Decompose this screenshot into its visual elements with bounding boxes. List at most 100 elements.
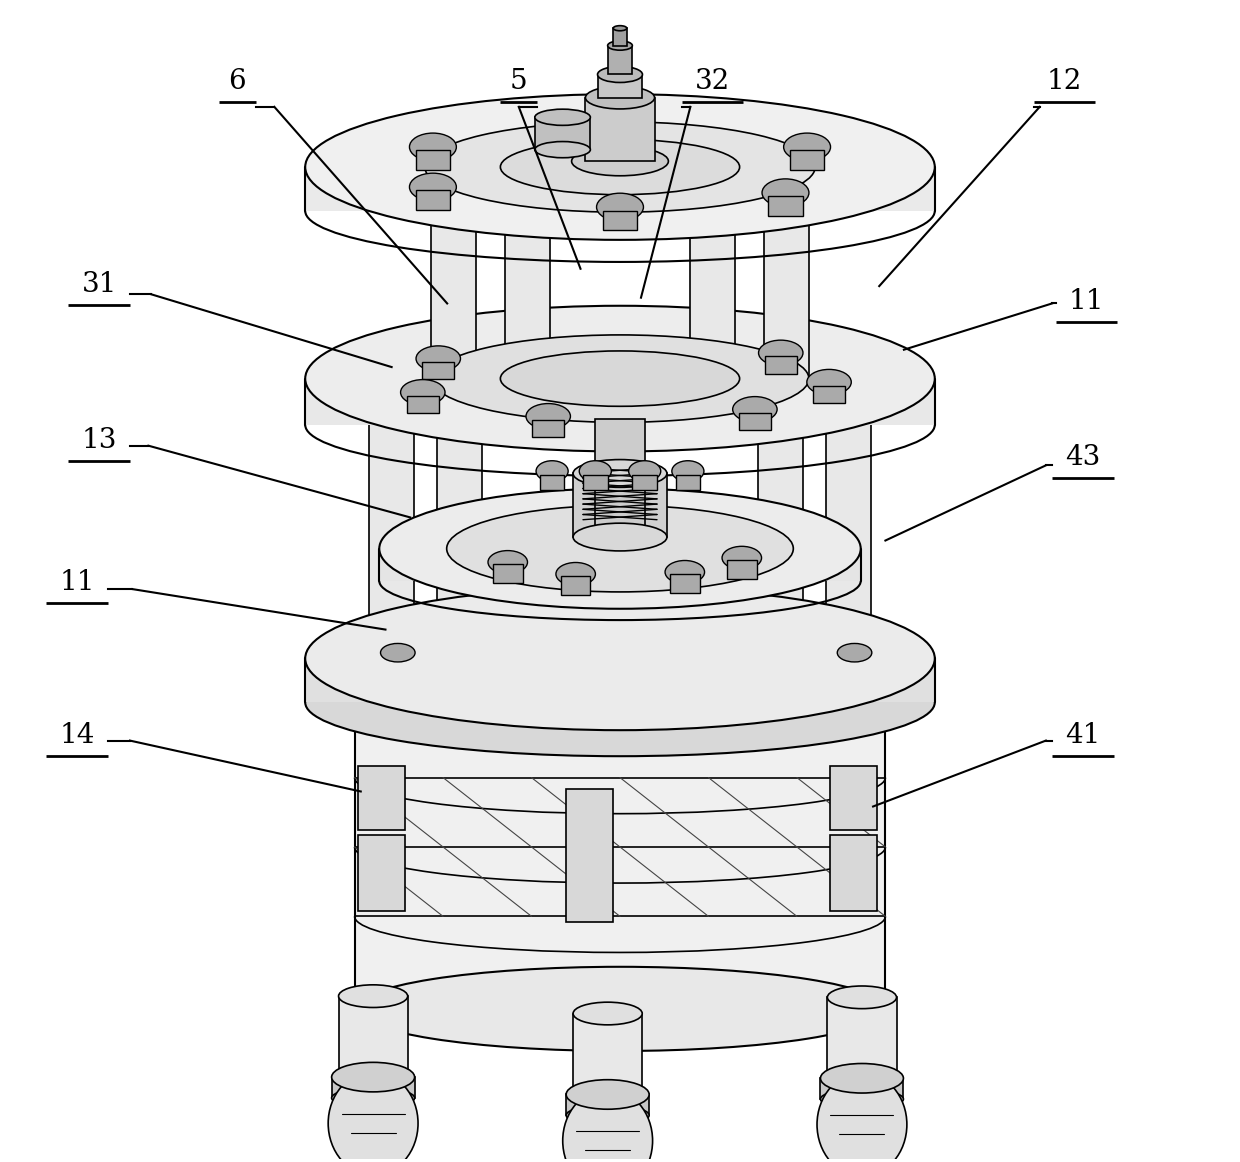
FancyBboxPatch shape: [632, 474, 657, 489]
FancyBboxPatch shape: [532, 419, 564, 437]
Ellipse shape: [379, 488, 861, 609]
Ellipse shape: [417, 346, 460, 372]
Ellipse shape: [821, 1063, 904, 1093]
Ellipse shape: [305, 648, 935, 756]
Ellipse shape: [432, 335, 808, 422]
FancyBboxPatch shape: [813, 386, 846, 403]
FancyBboxPatch shape: [769, 196, 802, 216]
Ellipse shape: [438, 413, 482, 426]
Ellipse shape: [598, 66, 642, 83]
Polygon shape: [305, 167, 935, 211]
Polygon shape: [339, 996, 408, 1083]
FancyBboxPatch shape: [790, 150, 825, 170]
Polygon shape: [758, 419, 802, 653]
Text: 12: 12: [1047, 69, 1083, 95]
Ellipse shape: [827, 987, 897, 1009]
Ellipse shape: [572, 146, 668, 175]
Ellipse shape: [489, 551, 527, 574]
Text: 11: 11: [60, 569, 94, 596]
Ellipse shape: [534, 142, 590, 158]
FancyBboxPatch shape: [670, 574, 699, 593]
FancyBboxPatch shape: [727, 560, 756, 579]
Polygon shape: [355, 697, 885, 1009]
Ellipse shape: [722, 546, 761, 569]
FancyBboxPatch shape: [422, 363, 454, 380]
Ellipse shape: [339, 985, 408, 1007]
Ellipse shape: [817, 1073, 906, 1162]
FancyBboxPatch shape: [415, 191, 450, 210]
FancyBboxPatch shape: [603, 210, 637, 230]
Ellipse shape: [331, 1062, 414, 1092]
FancyBboxPatch shape: [494, 565, 522, 583]
Polygon shape: [764, 200, 808, 375]
Polygon shape: [573, 1013, 642, 1100]
Polygon shape: [585, 98, 655, 162]
Ellipse shape: [567, 1105, 649, 1126]
Ellipse shape: [733, 396, 777, 422]
Text: 32: 32: [694, 69, 730, 95]
Ellipse shape: [432, 192, 476, 208]
FancyBboxPatch shape: [358, 766, 405, 830]
Ellipse shape: [526, 403, 570, 429]
Text: 13: 13: [82, 426, 117, 454]
Text: 6: 6: [228, 69, 246, 95]
Polygon shape: [534, 117, 590, 150]
Text: 14: 14: [60, 722, 94, 748]
Polygon shape: [305, 379, 935, 425]
Ellipse shape: [573, 523, 667, 551]
Ellipse shape: [409, 134, 456, 160]
FancyBboxPatch shape: [565, 789, 613, 923]
FancyBboxPatch shape: [676, 474, 701, 489]
Ellipse shape: [534, 109, 590, 125]
FancyBboxPatch shape: [539, 474, 564, 489]
Ellipse shape: [536, 460, 568, 481]
Polygon shape: [305, 659, 935, 702]
FancyBboxPatch shape: [358, 835, 405, 911]
Ellipse shape: [305, 94, 935, 239]
Ellipse shape: [837, 644, 872, 662]
Ellipse shape: [331, 1088, 414, 1109]
Ellipse shape: [573, 1002, 642, 1025]
Text: 5: 5: [510, 69, 527, 95]
Ellipse shape: [826, 413, 870, 426]
FancyBboxPatch shape: [830, 835, 877, 911]
Ellipse shape: [691, 192, 735, 208]
FancyBboxPatch shape: [407, 396, 439, 414]
Ellipse shape: [305, 306, 935, 452]
FancyBboxPatch shape: [567, 1095, 649, 1116]
Ellipse shape: [370, 413, 414, 426]
Polygon shape: [827, 997, 897, 1084]
Ellipse shape: [784, 134, 831, 160]
FancyBboxPatch shape: [415, 150, 450, 170]
Ellipse shape: [501, 139, 739, 195]
Polygon shape: [614, 28, 626, 45]
Ellipse shape: [409, 173, 456, 201]
Ellipse shape: [665, 560, 704, 583]
Ellipse shape: [446, 505, 794, 591]
Polygon shape: [608, 45, 632, 74]
Polygon shape: [691, 200, 735, 375]
Ellipse shape: [563, 1089, 652, 1162]
Ellipse shape: [505, 192, 549, 208]
Polygon shape: [370, 419, 414, 653]
Ellipse shape: [501, 351, 739, 407]
Ellipse shape: [381, 644, 415, 662]
Ellipse shape: [579, 460, 611, 481]
FancyBboxPatch shape: [573, 473, 667, 537]
FancyBboxPatch shape: [583, 474, 608, 489]
Ellipse shape: [821, 1089, 904, 1110]
Polygon shape: [438, 419, 482, 653]
Text: 31: 31: [82, 271, 117, 297]
Ellipse shape: [556, 562, 595, 586]
Ellipse shape: [355, 654, 885, 739]
Polygon shape: [826, 419, 870, 653]
Ellipse shape: [758, 413, 802, 426]
FancyBboxPatch shape: [821, 1078, 904, 1099]
Polygon shape: [598, 74, 642, 98]
Text: 41: 41: [1065, 722, 1101, 748]
Ellipse shape: [807, 370, 852, 395]
Ellipse shape: [764, 192, 808, 208]
Ellipse shape: [573, 460, 667, 487]
FancyBboxPatch shape: [830, 766, 877, 830]
Ellipse shape: [672, 460, 704, 481]
